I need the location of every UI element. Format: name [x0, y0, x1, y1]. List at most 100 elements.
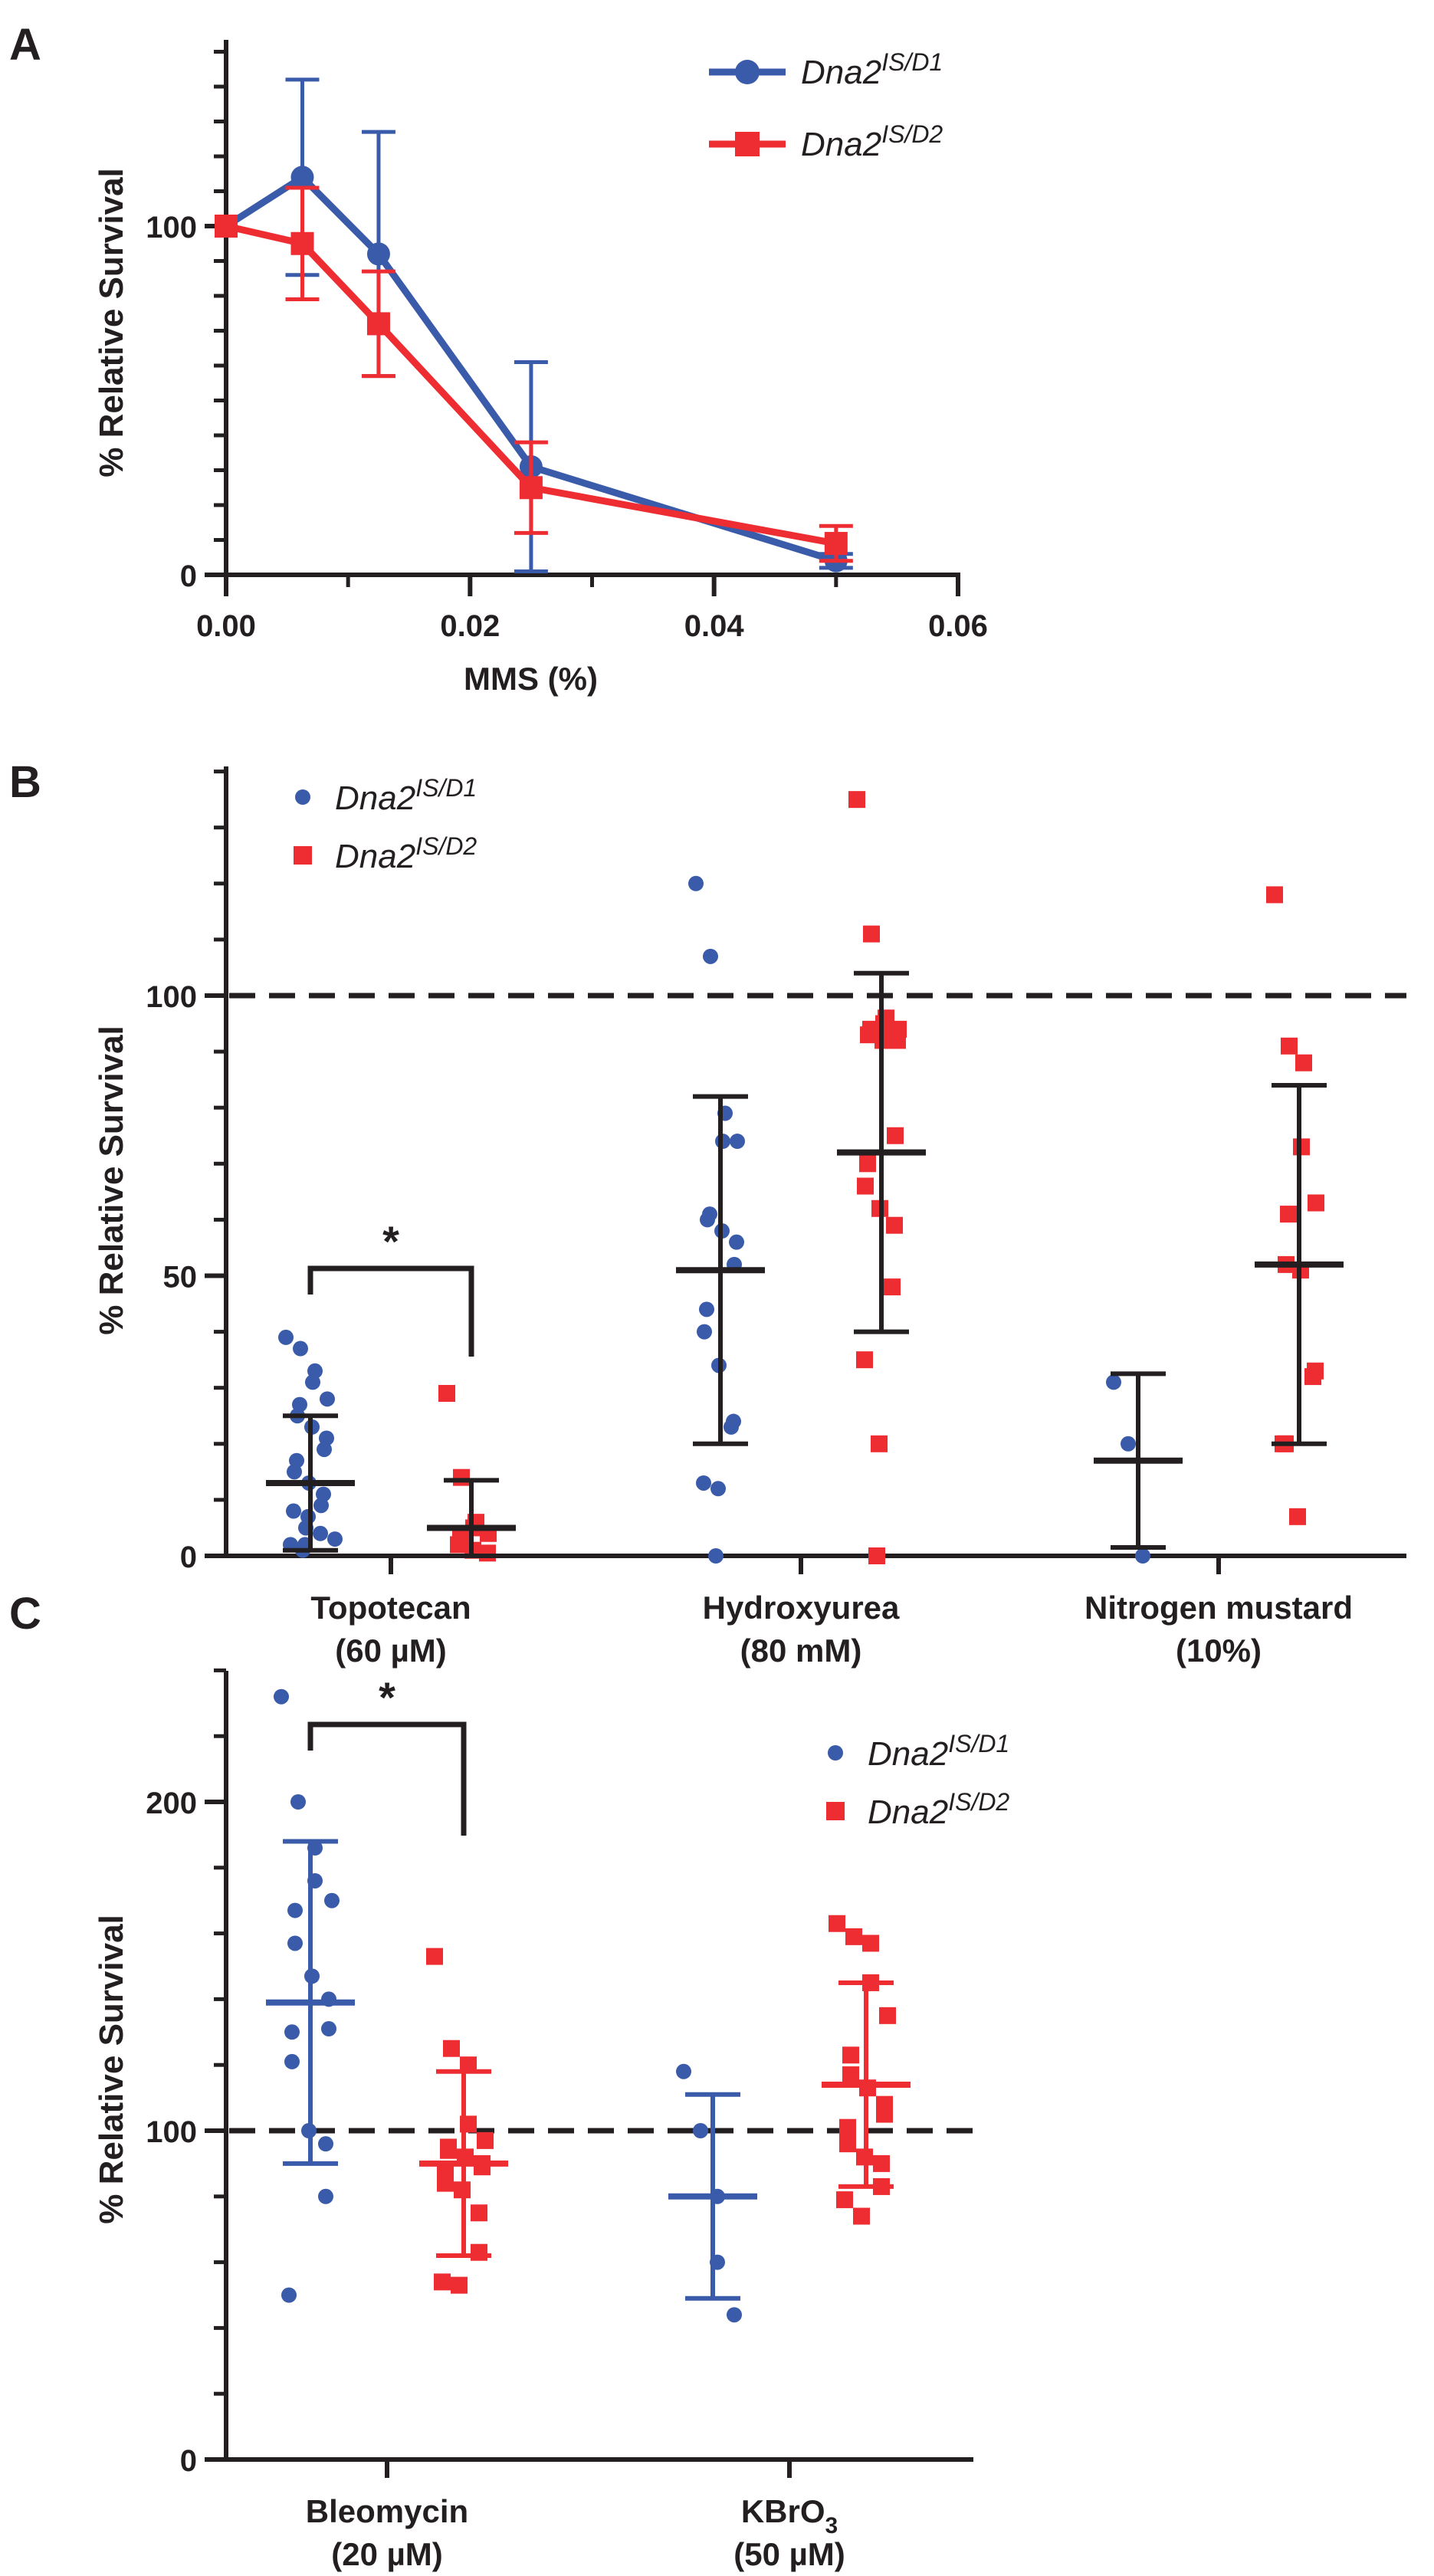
- b-data-point: [1121, 1436, 1136, 1452]
- c-legend-name: Dna2: [868, 1793, 948, 1831]
- b-group-3: [837, 791, 926, 1564]
- b-data-point: [724, 1419, 739, 1435]
- c-significance-bracket: *: [307, 1673, 467, 1836]
- a-x-axis-title: MMS (%): [464, 661, 598, 697]
- c-significance-star: *: [379, 1673, 395, 1721]
- b-data-point: [886, 1216, 903, 1234]
- c-legend-name: Dna2: [868, 1735, 948, 1773]
- panel-label-b: B: [9, 757, 41, 807]
- b-data-point: [860, 1026, 877, 1044]
- c-legend-sup: IS/D1: [948, 1730, 1009, 1757]
- c-y-tick-label: 0: [180, 2444, 197, 2478]
- panel-label-a: A: [9, 20, 41, 70]
- c-data-point: [287, 1935, 303, 1951]
- b-legend-marker: [295, 789, 310, 805]
- c-data-point: [290, 1794, 306, 1810]
- c-data-point: [842, 2066, 859, 2084]
- b-data-point: [313, 1498, 329, 1514]
- b-data-point: [848, 791, 865, 809]
- c-data-point: [318, 2136, 333, 2152]
- panel-a: A 0 100 0.00 0.02 0.04 0.06 MMS (%) % Relative S…: [9, 20, 988, 697]
- b-y-tick-label: 50: [163, 1261, 198, 1295]
- b-data-point: [868, 1547, 885, 1564]
- b-data-point: [1280, 1206, 1297, 1223]
- b-data-point: [1308, 1194, 1324, 1212]
- b-data-point: [688, 875, 704, 891]
- b-data-point: [1295, 1054, 1312, 1071]
- b-data-point: [479, 1544, 496, 1562]
- b-data-point: [696, 1475, 711, 1491]
- b-data-point: [889, 1032, 906, 1049]
- b-data-point: [450, 1536, 467, 1554]
- b-data-point: [730, 1134, 745, 1150]
- b-group-1: [427, 1385, 516, 1562]
- b-data-point: [857, 1177, 874, 1195]
- b-data-point: [313, 1525, 328, 1541]
- a-y-tick-label: 100: [146, 211, 197, 244]
- b-bracket-line: [307, 1265, 474, 1357]
- b-legend-marker: [294, 846, 312, 865]
- b-legend-name: Dna2: [335, 838, 415, 875]
- panel-c: C 0 100 200 % Relative Survival Bleomycin (20 …: [9, 1589, 1009, 2572]
- c-data-point: [443, 2039, 460, 2057]
- c-legend-marker: [828, 1745, 843, 1761]
- c-legend-sup: IS/D2: [948, 1788, 1009, 1816]
- c-data-point: [876, 2105, 893, 2123]
- c-data-point: [471, 2204, 487, 2222]
- b-category-sublabel: (60 µM): [335, 1633, 447, 1669]
- b-data-point: [1106, 1374, 1121, 1390]
- c-group-1: [419, 1948, 508, 2294]
- c-data-point: [676, 2063, 691, 2079]
- a-legend-name: Dna2: [801, 126, 881, 163]
- b-category-label: Nitrogen mustard: [1085, 1590, 1353, 1626]
- c-data-point: [845, 1928, 862, 1945]
- a-data-point: [290, 166, 314, 189]
- b-legend-sup: IS/D1: [415, 774, 477, 802]
- b-data-point: [317, 1442, 332, 1458]
- c-data-point: [434, 2273, 451, 2291]
- c-group-0: [266, 1688, 355, 2303]
- c-y-axis-title: % Relative Survival: [93, 1915, 130, 2224]
- b-y-tick-label: 0: [180, 1541, 197, 1574]
- c-data-point: [829, 1915, 845, 1932]
- b-data-point: [884, 1278, 901, 1296]
- c-data-point: [451, 2276, 468, 2294]
- c-group-2: [668, 2063, 757, 2323]
- b-data-point: [1266, 886, 1283, 904]
- c-data-point: [281, 2287, 297, 2303]
- a-legend-label: Dna2IS/D2: [801, 120, 943, 163]
- b-data-point: [438, 1385, 455, 1403]
- c-data-point: [873, 2154, 890, 2172]
- c-data-point: [324, 1892, 340, 1908]
- b-data-point: [710, 1481, 726, 1497]
- b-data-point: [708, 1548, 724, 1564]
- b-data-point: [887, 1127, 904, 1144]
- a-legend-sup: IS/D2: [881, 120, 943, 148]
- b-group-5: [1255, 886, 1344, 1525]
- c-legend-label: Dna2IS/D2: [868, 1788, 1009, 1831]
- b-data-point: [1289, 1508, 1306, 1525]
- c-legend-marker: [826, 1802, 845, 1820]
- b-data-point: [863, 925, 880, 943]
- b-data-point: [305, 1374, 320, 1390]
- b-significance-star: *: [382, 1217, 399, 1265]
- b-data-point: [699, 1301, 714, 1318]
- c-data-point: [879, 2007, 896, 2024]
- c-data-point: [853, 2207, 870, 2225]
- b-data-point: [1135, 1548, 1150, 1564]
- a-data-point: [519, 476, 543, 500]
- b-data-point: [287, 1464, 302, 1480]
- c-data-point: [318, 2188, 333, 2204]
- a-y-tick-label: 0: [180, 560, 197, 593]
- c-data-point: [426, 1948, 443, 1965]
- c-data-point: [693, 2123, 708, 2138]
- b-group-0: [266, 1329, 355, 1558]
- b-data-point: [703, 948, 718, 964]
- b-group-2: [676, 875, 765, 1564]
- b-y-tick-label: 100: [146, 980, 197, 1014]
- a-x-tick-label: 0.04: [684, 609, 745, 643]
- b-data-point: [320, 1391, 335, 1407]
- c-data-point: [437, 2174, 454, 2192]
